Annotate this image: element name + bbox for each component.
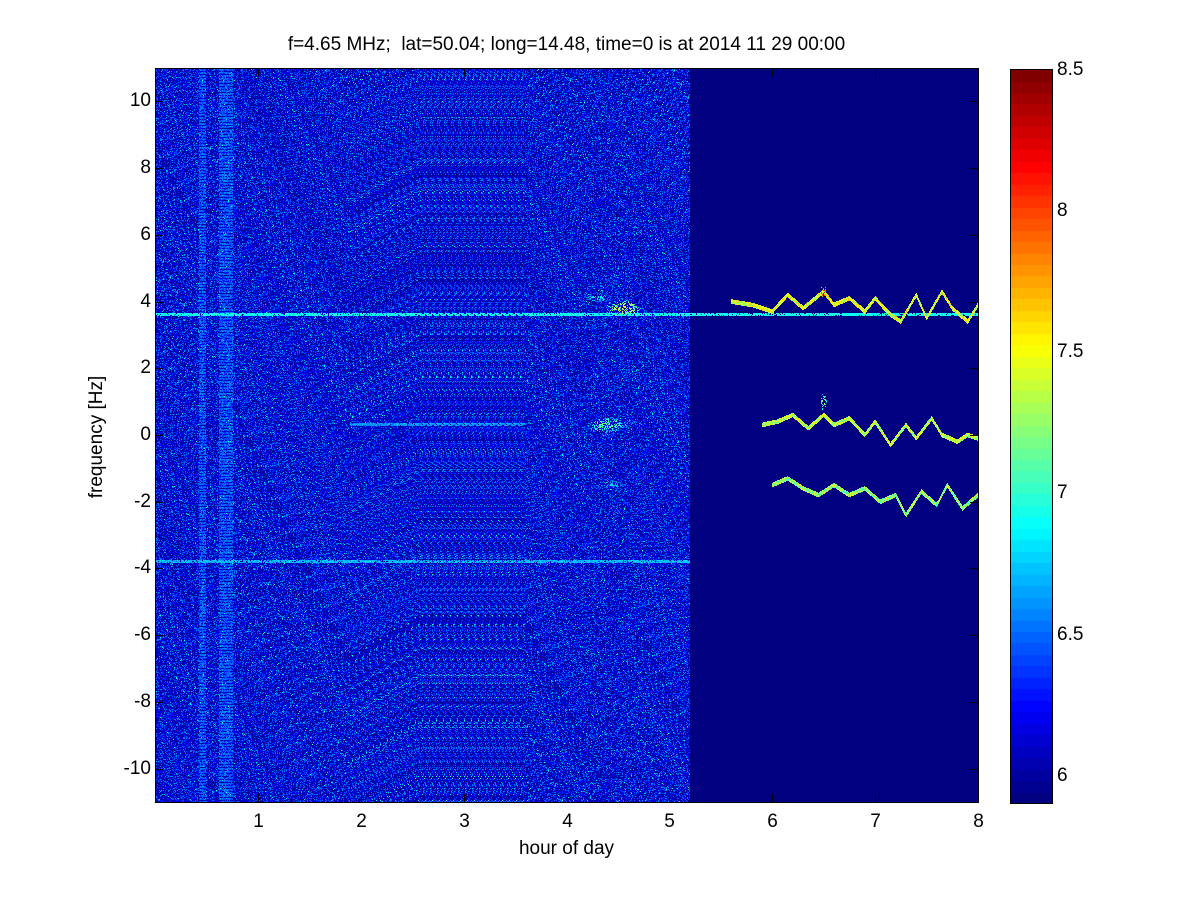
y-axis-label: frequency [Hz] — [86, 375, 107, 499]
x-tick-label: 3 — [459, 811, 470, 832]
x-tick-label: 8 — [973, 811, 984, 832]
y-tick-label: 8 — [140, 156, 151, 178]
y-tick-label: -8 — [134, 690, 151, 712]
colorbar-tick-label: 7 — [1057, 481, 1068, 503]
y-tick-label: 2 — [140, 356, 151, 378]
x-axis-label: hour of day — [518, 838, 615, 859]
y-tick-label: -4 — [134, 556, 151, 578]
colorbar-tick-label: 6 — [1057, 764, 1068, 786]
x-tick-label: 1 — [253, 811, 264, 832]
colorbar-tick-label: 6.5 — [1057, 623, 1084, 645]
colorbar — [1010, 69, 1052, 803]
y-tick-label: -6 — [134, 623, 151, 645]
x-tick-label: 5 — [664, 811, 675, 832]
spectrogram-heatmap — [155, 68, 978, 802]
x-tick-label: 6 — [767, 811, 778, 832]
x-tick-label: 4 — [562, 811, 573, 832]
chart-title: f=4.65 MHz; lat=50.04; long=14.48, time=… — [287, 34, 846, 55]
y-tick-label: 0 — [140, 423, 151, 445]
y-tick-label: 4 — [140, 290, 151, 312]
y-tick-label: 6 — [140, 223, 151, 245]
y-tick-label: -2 — [134, 490, 151, 512]
y-tick-label: 10 — [129, 89, 151, 111]
colorbar-tick-label: 8 — [1057, 199, 1068, 221]
x-tick-label: 7 — [870, 811, 881, 832]
colorbar-tick-label: 8.5 — [1057, 58, 1084, 80]
x-tick-label: 2 — [356, 811, 367, 832]
y-tick-label: -10 — [123, 757, 151, 779]
colorbar-tick-label: 7.5 — [1057, 340, 1084, 362]
